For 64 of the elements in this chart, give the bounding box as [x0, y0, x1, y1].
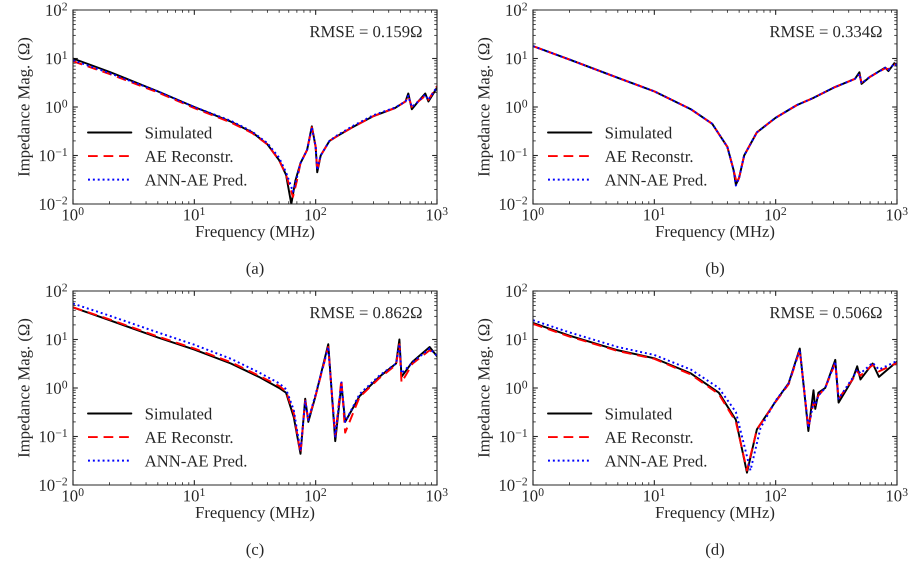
- x-tick-label: 10$^{0}$: [62, 207, 84, 221]
- y-tick-label: 10$^{0}$: [506, 380, 528, 394]
- y-axis-title: Impedance Mag. (Ω): [18, 38, 33, 176]
- x-tick-label: 10$^{0}$: [522, 207, 544, 221]
- annotation: RMSE = 0.506Ω: [770, 307, 882, 318]
- x-tick-label: 10$^{3}$: [886, 207, 908, 221]
- legend-label: AE Reconstr.: [604, 432, 692, 444]
- legend-label: AE Reconstr.: [604, 150, 692, 162]
- y-tick-label: 10$^{1}$: [506, 332, 527, 346]
- x-tick-label: 10$^{1}$: [184, 488, 205, 502]
- x-tick-label: 10$^{3}$: [886, 488, 908, 502]
- legend-label: ANN-AE Pred.: [144, 454, 246, 467]
- y-tick-label: 10$^{1}$: [46, 332, 67, 346]
- legend-label: ANN-AE Pred.: [144, 174, 246, 186]
- y-tick-label: 10$^{−2}$: [40, 478, 68, 491]
- x-tick-label: 10$^{3}$: [426, 488, 448, 502]
- y-tick-label: 10$^{−1}$: [500, 148, 527, 162]
- x-tick-label: 10$^{1}$: [184, 207, 205, 220]
- y-tick-label: 10$^{2}$: [46, 284, 67, 297]
- x-axis-title: Frequency (MHz): [196, 506, 314, 522]
- y-tick-label: 10$^{2}$: [506, 284, 527, 297]
- y-tick-label: 10$^{−1}$: [40, 148, 67, 162]
- legend-label: ANN-AE Pred.: [604, 454, 706, 467]
- y-axis-title: Impedance Mag. (Ω): [478, 38, 493, 176]
- x-tick-label: 10$^{1}$: [644, 488, 665, 502]
- annotation: RMSE = 0.862Ω: [310, 307, 422, 318]
- text: (b): [706, 262, 724, 278]
- y-tick-label: 10$^{0}$: [506, 100, 528, 113]
- annotation: RMSE = 0.159Ω: [310, 26, 422, 38]
- legend-label: Simulated: [146, 126, 212, 139]
- legend-label: Simulated: [606, 408, 672, 420]
- y-tick-label: 10$^{1}$: [46, 51, 67, 64]
- x-tick-label: 10$^{2}$: [306, 488, 326, 502]
- x-tick-label: 10$^{1}$: [644, 207, 665, 220]
- y-tick-label: 10$^{0}$: [46, 100, 68, 113]
- y-axis-title: Impedance Mag. (Ω): [18, 318, 33, 458]
- text: (a): [246, 262, 264, 278]
- y-axis-title: Impedance Mag. (Ω): [478, 318, 493, 458]
- x-tick-label: 10$^{2}$: [306, 207, 326, 221]
- y-tick-label: 10$^{−1}$: [500, 429, 527, 442]
- legend-label: Simulated: [146, 408, 212, 420]
- annotation: RMSE = 0.334Ω: [770, 26, 882, 38]
- text: (d): [706, 543, 724, 558]
- y-tick-label: 10$^{−2}$: [500, 196, 528, 210]
- legend-label: Simulated: [606, 126, 672, 139]
- x-axis-title: Frequency (MHz): [656, 225, 774, 241]
- x-tick-label: 10$^{0}$: [522, 488, 544, 502]
- y-tick-label: 10$^{−1}$: [40, 429, 67, 442]
- legend-label: AE Reconstr.: [144, 150, 232, 162]
- y-tick-label: 10$^{−2}$: [500, 478, 528, 491]
- y-tick-label: 10$^{2}$: [506, 2, 527, 16]
- legend-label: AE Reconstr.: [144, 432, 232, 444]
- x-tick-label: 10$^{0}$: [62, 488, 84, 502]
- y-tick-label: 10$^{−2}$: [40, 196, 68, 210]
- y-tick-label: 10$^{0}$: [46, 380, 68, 394]
- text: (c): [246, 543, 264, 558]
- y-tick-label: 10$^{2}$: [46, 2, 67, 16]
- x-tick-label: 10$^{2}$: [766, 488, 786, 502]
- x-axis-title: Frequency (MHz): [656, 506, 774, 522]
- x-axis-title: Frequency (MHz): [196, 225, 314, 241]
- y-tick-label: 10$^{1}$: [506, 51, 527, 64]
- x-tick-label: 10$^{2}$: [766, 207, 786, 221]
- x-tick-label: 10$^{3}$: [426, 207, 448, 221]
- legend-label: ANN-AE Pred.: [604, 174, 706, 186]
